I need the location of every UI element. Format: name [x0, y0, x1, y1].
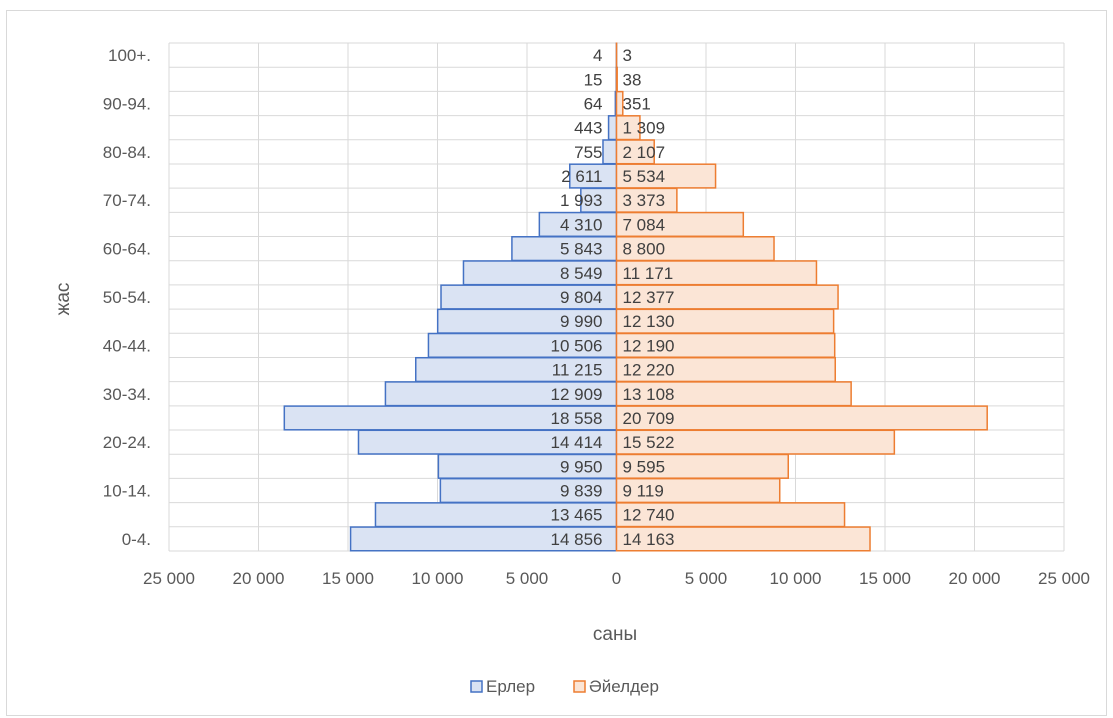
data-label-women-1: 12 740 — [623, 506, 675, 525]
data-label-women-12: 8 800 — [623, 240, 666, 259]
y-tick-label-6: 30-34. — [103, 385, 151, 404]
legend-swatch-men — [470, 680, 483, 693]
bar-women-18 — [615, 90, 624, 117]
x-tick-label-10: 25 000 — [1038, 569, 1090, 588]
x-axis-title: саны — [593, 624, 637, 645]
data-label-men-5: 18 558 — [551, 409, 603, 428]
x-tick-label-5: 0 — [612, 569, 621, 588]
data-label-men-3: 9 950 — [560, 457, 603, 476]
y-tick-label-16: 80-84. — [103, 143, 151, 162]
y-tick-label-2: 10-14. — [103, 482, 151, 501]
data-label-men-13: 4 310 — [560, 215, 603, 234]
data-label-men-4: 14 414 — [551, 433, 603, 452]
y-axis-title: жас — [53, 283, 74, 316]
data-label-men-7: 11 215 — [552, 361, 603, 380]
legend: Ерлер Әйелдер — [470, 677, 659, 696]
legend-swatch-women — [573, 680, 586, 693]
data-label-women-17: 1 309 — [623, 119, 666, 138]
y-tick-labels: 0-4. 10-14. 20-24. 30-34. 40-44. 50-54. 60-64.… — [103, 46, 151, 549]
data-label-men-8: 10 506 — [551, 336, 603, 355]
data-label-women-3: 9 595 — [623, 457, 666, 476]
data-label-men-2: 9 839 — [560, 482, 603, 501]
legend-label-women: Әйелдер — [589, 677, 659, 696]
data-label-women-10: 12 377 — [623, 288, 675, 307]
x-tick-label-2: 15 000 — [322, 569, 374, 588]
data-label-women-0: 14 163 — [623, 530, 675, 549]
data-label-women-18: 351 — [623, 94, 651, 113]
data-label-women-16: 2 107 — [623, 143, 666, 162]
y-tick-label-10: 50-54. — [103, 288, 151, 307]
data-label-women-7: 12 220 — [623, 361, 675, 380]
y-tick-label-0: 0-4. — [122, 530, 151, 549]
data-label-women-13: 7 084 — [623, 215, 666, 234]
data-label-men-17: 443 — [574, 119, 602, 138]
bar-men-16 — [602, 139, 618, 165]
data-label-women-14: 3 373 — [623, 191, 666, 210]
x-tick-label-3: 10 000 — [412, 569, 464, 588]
y-tick-label-4: 20-24. — [103, 433, 151, 452]
bar-women-17 — [615, 115, 641, 141]
data-label-women-6: 13 108 — [623, 385, 675, 404]
chart: 14 856 14 163 13 465 12 740 9 839 9 119 9 950 9… — [53, 42, 1090, 696]
data-label-men-0: 14 856 — [551, 530, 603, 549]
data-label-women-9: 12 130 — [623, 312, 675, 331]
x-tick-label-9: 20 000 — [949, 569, 1001, 588]
y-tick-label-20: 100+. — [108, 46, 151, 65]
bar-women-13 — [615, 211, 745, 238]
data-label-women-11: 11 171 — [623, 264, 674, 283]
data-label-men-15: 2 611 — [561, 167, 602, 186]
chart-frame: 14 856 14 163 13 465 12 740 9 839 9 119 9 950 9… — [6, 10, 1107, 716]
x-tick-labels: 25 000 20 000 15 000 10 000 5 000 0 5 000 10 00… — [143, 569, 1090, 588]
y-tick-label-14: 70-74. — [103, 191, 151, 210]
x-tick-label-7: 10 000 — [770, 569, 822, 588]
x-tick-label-1: 20 000 — [233, 569, 285, 588]
data-label-men-10: 9 804 — [560, 288, 603, 307]
data-label-women-4: 15 522 — [623, 433, 675, 452]
bar-men-17 — [607, 115, 618, 141]
data-label-men-16: 755 — [574, 143, 602, 162]
data-label-men-1: 13 465 — [551, 506, 603, 525]
data-label-men-14: 1 993 — [560, 191, 603, 210]
data-label-women-8: 12 190 — [623, 336, 675, 355]
bars — [283, 42, 988, 552]
data-label-men-9: 9 990 — [560, 312, 603, 331]
bar-women-15 — [615, 163, 717, 189]
y-tick-label-18: 90-94. — [103, 94, 151, 113]
data-label-men-20: 4 — [593, 46, 602, 65]
y-tick-label-8: 40-44. — [103, 336, 151, 355]
bar-women-19 — [615, 66, 618, 92]
x-tick-label-6: 5 000 — [685, 569, 728, 588]
x-tick-label-4: 5 000 — [506, 569, 549, 588]
x-tick-label-8: 15 000 — [859, 569, 911, 588]
legend-label-men: Ерлер — [486, 677, 535, 696]
data-label-women-2: 9 119 — [623, 482, 664, 501]
x-tick-label-0: 25 000 — [143, 569, 195, 588]
data-label-women-20: 3 — [623, 46, 632, 65]
data-label-women-19: 38 — [623, 70, 642, 89]
y-tick-label-12: 60-64. — [103, 240, 151, 259]
data-label-men-6: 12 909 — [551, 385, 603, 404]
data-label-men-12: 5 843 — [560, 240, 603, 259]
data-label-women-5: 20 709 — [623, 409, 675, 428]
data-label-men-19: 15 — [584, 70, 603, 89]
data-label-men-18: 64 — [584, 94, 603, 113]
data-label-men-11: 8 549 — [560, 264, 603, 283]
data-label-women-15: 5 534 — [623, 167, 666, 186]
bar-labels: 14 856 14 163 13 465 12 740 9 839 9 119 9 950 9… — [551, 46, 675, 549]
